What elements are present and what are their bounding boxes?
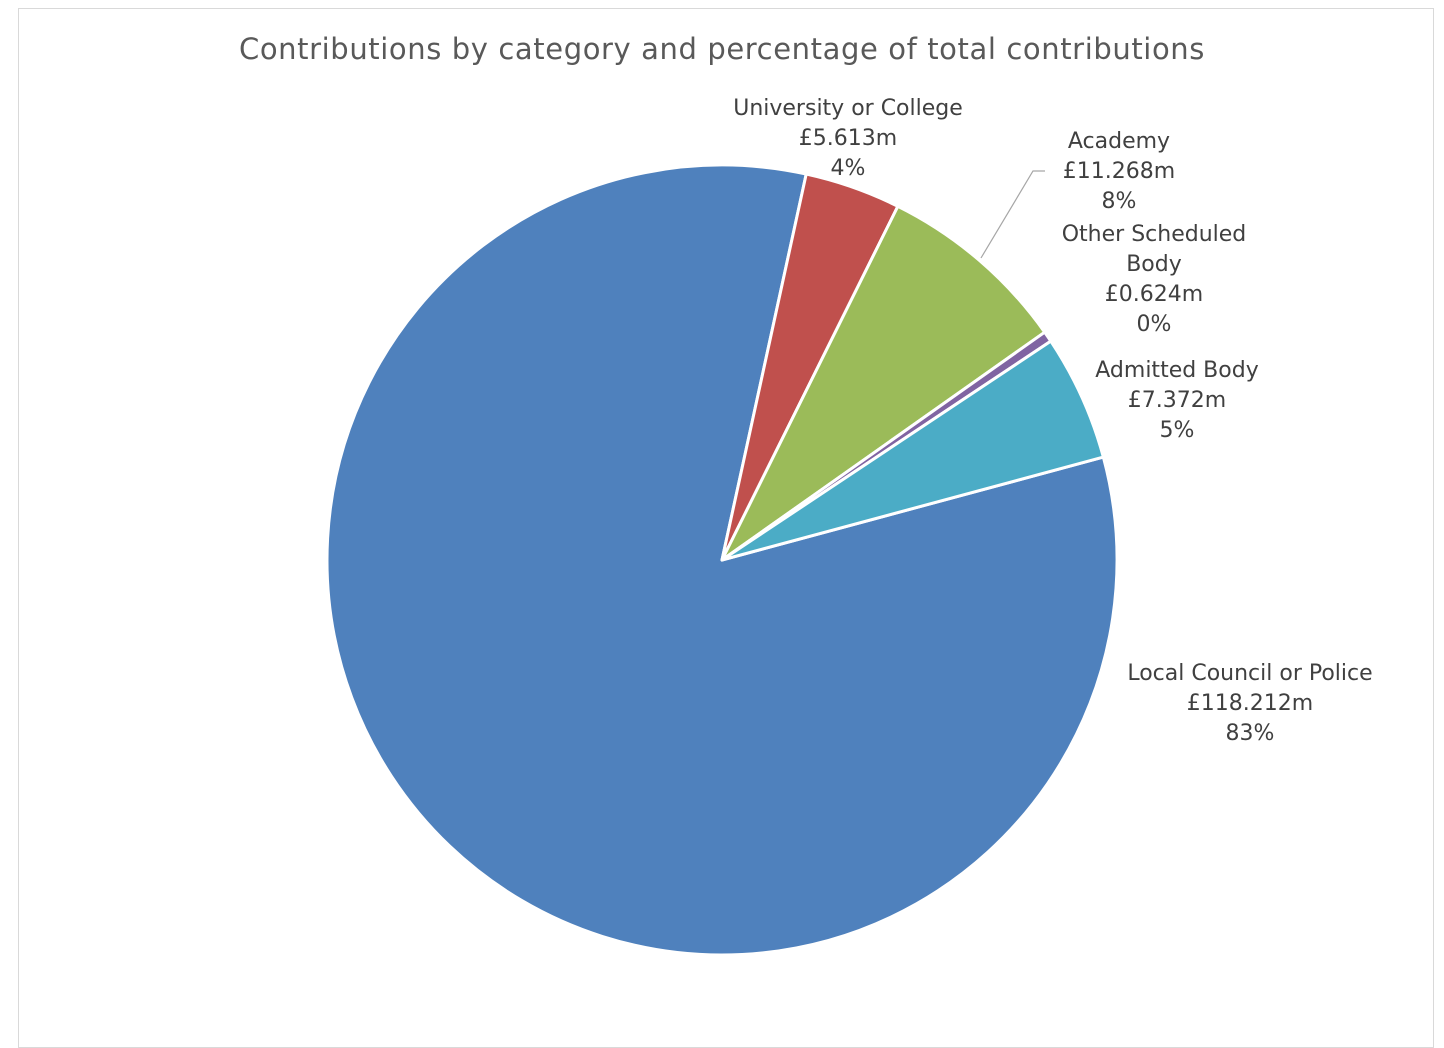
data-label-percent: 4%: [831, 156, 866, 181]
data-label-category: Admitted Body: [1095, 358, 1258, 383]
data-label-value: £118.212m: [1187, 691, 1313, 716]
leader-line: [980, 170, 1045, 259]
data-label-category: Other Scheduled: [1062, 222, 1247, 247]
pie-slice-admitted-body: [720, 339, 1105, 562]
data-label-category: University or College: [733, 96, 963, 121]
data-label-category: Academy: [1068, 129, 1170, 154]
pie-slice-local-council-or-police: [325, 163, 1119, 957]
chart-title: Contributions by category and percentage…: [238, 32, 1205, 66]
data-label-value: £5.613m: [799, 126, 897, 151]
pie-slice-academy: [720, 204, 1047, 562]
data-label-value: £0.624m: [1105, 282, 1203, 307]
data-label-percent: 0%: [1137, 312, 1172, 337]
data-label-value: £11.268m: [1063, 159, 1175, 184]
data-label-percent: 8%: [1102, 189, 1137, 214]
data-label-category: Local Council or Police: [1127, 661, 1372, 686]
leader-lines: [980, 170, 1045, 259]
data-label-percent: 83%: [1226, 721, 1275, 746]
data-label-category: Body: [1126, 252, 1182, 277]
data-label-value: £7.372m: [1128, 388, 1226, 413]
data-labels: Local Council or Police £118.212m 83% Unive…: [733, 96, 1372, 746]
pie-slices: [325, 163, 1119, 957]
data-label-percent: 5%: [1160, 418, 1195, 443]
